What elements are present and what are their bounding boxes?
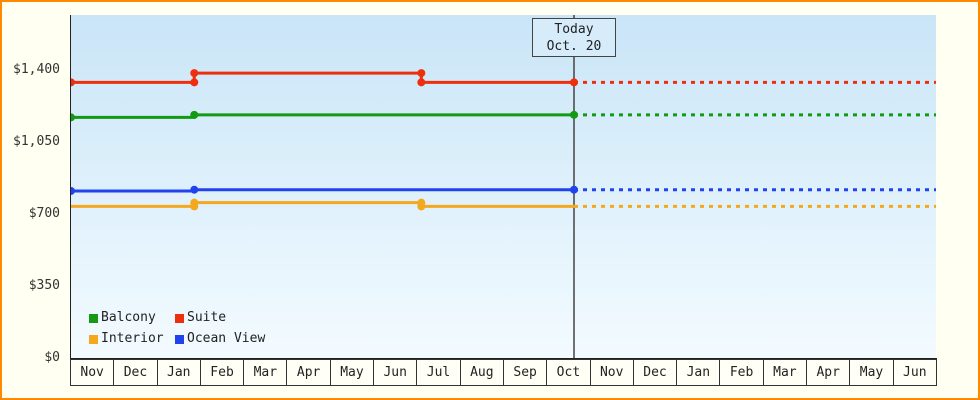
legend-label: Balcony xyxy=(101,310,156,325)
month-cell: Jan xyxy=(157,359,201,386)
month-cell: Feb xyxy=(200,359,245,386)
data-point-balcony xyxy=(71,113,75,122)
legend-item-interior: Interior xyxy=(89,331,173,347)
legend-swatch xyxy=(175,313,184,323)
data-point-ocean-view xyxy=(71,186,75,195)
month-cell: Aug xyxy=(460,359,504,386)
data-point-ocean-view xyxy=(190,185,199,194)
legend-swatch xyxy=(89,334,98,344)
month-cell: Jul xyxy=(417,359,461,386)
series-line-balcony xyxy=(71,113,574,119)
y-tick-label: $700 xyxy=(28,206,60,221)
month-cell: Oct xyxy=(547,359,591,386)
month-cell: Dec xyxy=(633,359,678,386)
plot-area: Today Oct. 20 Balcony Suite Interior Ocean … xyxy=(71,15,936,358)
chart-svg xyxy=(71,15,936,358)
data-point-suite xyxy=(190,78,199,87)
legend-swatch xyxy=(89,313,98,323)
month-cell: Jun xyxy=(374,359,418,386)
data-point-suite xyxy=(417,78,426,87)
month-cell: Mar xyxy=(244,359,288,386)
month-cell: Nov xyxy=(590,359,634,386)
month-cell: Dec xyxy=(114,359,158,386)
legend-label: Interior xyxy=(101,331,164,346)
month-cell: Jun xyxy=(893,359,937,386)
y-tick-label: $350 xyxy=(28,278,60,293)
y-tick-label: $1,050 xyxy=(13,134,60,149)
today-annotation-box: Today Oct. 20 xyxy=(531,18,616,57)
today-date: Oct. 20 xyxy=(546,39,602,54)
data-point-interior xyxy=(417,202,426,211)
data-point-suite xyxy=(569,78,578,87)
data-point-suite xyxy=(71,78,75,87)
legend-swatch xyxy=(175,334,184,344)
month-cell: May xyxy=(330,359,375,386)
legend-label: Ocean View xyxy=(187,331,266,346)
month-axis: Nov Dec Jan Feb Mar Apr May Jun Jul Aug Sep Oct Nov D… xyxy=(70,359,937,386)
month-cell: Apr xyxy=(287,359,331,386)
legend: Balcony Suite Interior Ocean View xyxy=(89,310,265,347)
series-line-ocean-view xyxy=(71,188,574,193)
month-cell: Jan xyxy=(677,359,721,386)
data-point-ocean-view xyxy=(569,185,578,194)
month-cell: Mar xyxy=(763,359,808,386)
legend-item-suite: Suite xyxy=(175,310,265,326)
data-point-balcony xyxy=(190,110,199,119)
legend-item-balcony: Balcony xyxy=(89,310,173,326)
legend-item-ocean-view: Ocean View xyxy=(175,331,265,347)
month-cell: Apr xyxy=(807,359,851,386)
data-point-interior xyxy=(190,198,199,207)
series-line-interior xyxy=(71,201,574,208)
month-cell: Nov xyxy=(71,359,115,386)
legend-label: Suite xyxy=(187,310,227,325)
month-cell: Sep xyxy=(503,359,548,386)
month-cell: Feb xyxy=(720,359,764,386)
month-cell: May xyxy=(850,359,894,386)
data-point-balcony xyxy=(569,110,578,119)
y-axis-labels: $0 $350 $700 $1,050 $1,400 xyxy=(2,2,64,398)
y-tick-label: $0 xyxy=(44,350,60,365)
y-tick-label: $1,400 xyxy=(13,62,60,77)
x-axis-line xyxy=(70,358,937,359)
data-point-suite xyxy=(190,69,199,78)
series-line-suite xyxy=(71,71,574,84)
today-label: Today xyxy=(554,22,594,37)
data-point-suite xyxy=(417,69,426,78)
